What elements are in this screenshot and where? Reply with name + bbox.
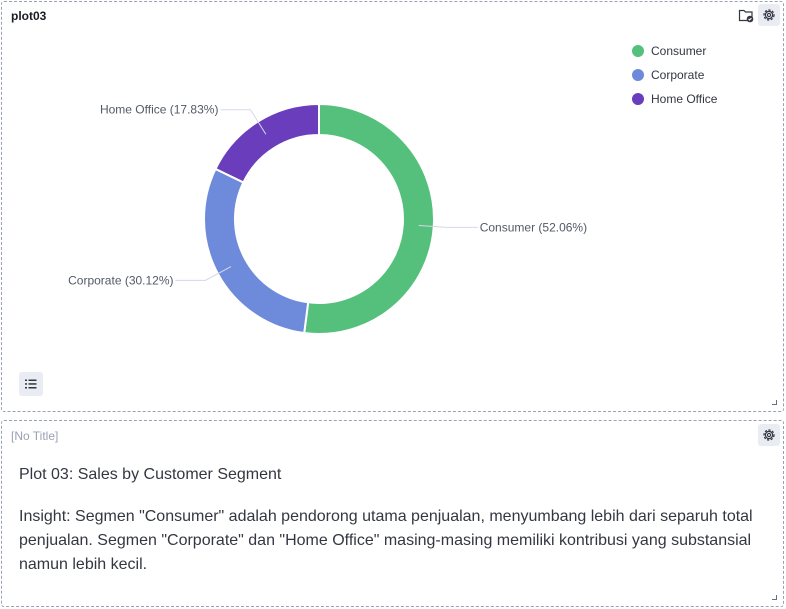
label-leader-line — [220, 109, 267, 135]
folder-check-icon[interactable] — [735, 4, 757, 26]
donut-chart: Consumer (52.06%) Corporate (30.12%) Home … — [68, 102, 587, 335]
legend-label: Consumer — [651, 44, 707, 58]
slice-label: Consumer (52.06%) — [480, 220, 587, 234]
resize-handle[interactable] — [772, 595, 777, 600]
donut-slice-consumer[interactable] — [303, 102, 435, 335]
legend-color-dot — [632, 69, 644, 81]
panel-title: [No Title] — [11, 429, 59, 443]
chart-legend: Consumer Corporate Home Office — [632, 39, 717, 111]
donut-slice-corporate[interactable] — [203, 167, 310, 335]
legend-label: Corporate — [651, 68, 705, 82]
slice-label: Corporate (30.12%) — [68, 273, 173, 287]
markdown-panel: [No Title] Plot 03: Sales by Customer Se… — [1, 420, 784, 607]
resize-handle[interactable] — [772, 400, 777, 405]
legend-color-dot — [632, 93, 644, 105]
list-icon[interactable] — [19, 372, 43, 396]
chart-panel: plot03 Consumer (52.06%) Corporate (30.12… — [1, 1, 784, 412]
gear-icon[interactable] — [758, 4, 780, 26]
donut-slice-home-office[interactable] — [214, 102, 320, 184]
legend-item-consumer[interactable]: Consumer — [632, 39, 717, 63]
label-leader-line — [175, 266, 232, 281]
plot-heading: Plot 03: Sales by Customer Segment — [19, 466, 282, 483]
legend-item-corporate[interactable]: Corporate — [632, 63, 717, 87]
insight-text: Insight: Segmen "Consumer" adalah pendor… — [19, 508, 753, 573]
legend-item-home-office[interactable]: Home Office — [632, 87, 717, 111]
panel-title: plot03 — [11, 9, 47, 23]
legend-color-dot — [632, 45, 644, 57]
legend-label: Home Office — [651, 92, 718, 106]
gear-icon[interactable] — [758, 424, 780, 446]
slice-label: Home Office (17.83%) — [100, 103, 219, 117]
markdown-content: Plot 03: Sales by Customer Segment Insig… — [19, 463, 769, 577]
label-leader-line — [418, 224, 478, 228]
